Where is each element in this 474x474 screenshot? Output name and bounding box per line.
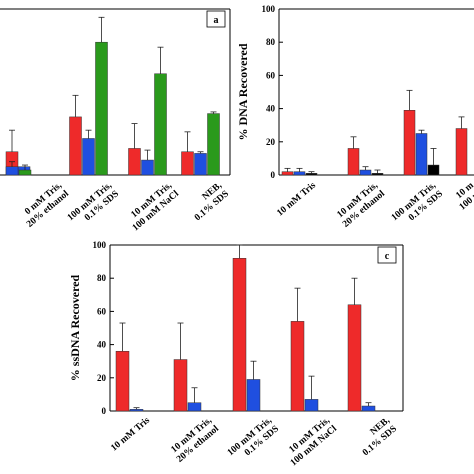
panel-b-category-label: 10 mM Tris xyxy=(275,180,318,218)
panel-b-bar-black xyxy=(305,173,318,176)
panel-c-letter: c xyxy=(385,251,390,262)
panel-b-category-label: 10 mM Tris,20% ethanol xyxy=(334,180,387,230)
panel-b-y-tick-label: 60 xyxy=(266,70,276,80)
panel-a-bar-green xyxy=(18,169,32,176)
panel-c-y-tick-label: 60 xyxy=(97,306,107,316)
panel-b-y-axis-label: % DNA Recovered xyxy=(236,43,250,140)
panel-b-bar-red xyxy=(347,148,360,176)
panel-a-bar-green xyxy=(154,73,167,176)
panel-b-bar-blue xyxy=(293,171,306,176)
panel-c-bar-red xyxy=(232,258,247,412)
panel-c-bar-blue xyxy=(361,405,376,412)
panel-b-bar-blue xyxy=(359,169,372,176)
panel-b-bar-blue xyxy=(415,133,428,176)
panel-c-bar-blue xyxy=(129,409,144,412)
panel-b-category-label: 100 mM Tris,0.1% SDS xyxy=(390,180,446,231)
panel-a-bar-blue xyxy=(5,166,19,176)
panel-b-bar-red xyxy=(403,110,416,176)
panel-c-category-label: NEB,0.1% SDS xyxy=(354,415,400,458)
panel-a-bar-blue xyxy=(141,159,154,176)
panel-c-category-label: 10 mM Tris,20% ethanol xyxy=(168,415,221,465)
panel-c-y-tick-label: 100 xyxy=(93,240,107,250)
panel-c-bar-red xyxy=(347,304,362,412)
panel-b-y-tick-label: 80 xyxy=(266,37,276,47)
panel-a-bar-blue xyxy=(82,138,95,176)
panel-b-bar-red xyxy=(455,128,468,176)
panel-b-y-tick-label: 20 xyxy=(266,137,276,147)
panel-a-category-label: 10 mM Tris,100 mM NaCl xyxy=(124,180,182,233)
panel-c-category-label: 10 mM Tris xyxy=(109,415,152,453)
panel-b-category-label: 10 m100 m xyxy=(451,181,474,213)
panel-c-y-axis-label: % ssDNA Recovered xyxy=(68,274,82,381)
panel-b-y-tick-label: 40 xyxy=(266,104,276,114)
panel-b-bar-black xyxy=(371,173,384,176)
panel-c-bar-blue xyxy=(246,379,261,412)
panel-b-bar-red xyxy=(281,171,294,176)
panel-a-bar-green xyxy=(95,41,108,176)
panel-a-category-label: NEB,0.1% SDS xyxy=(186,180,232,223)
panel-c-bar-red xyxy=(290,321,305,412)
panel-c-bar-blue xyxy=(304,399,319,412)
panel-b: % DNA Recovered 0 20 40 60 80 100 10 mM Tris 1… xyxy=(236,4,474,231)
panel-c-category-label: 100 mM Tris,0.1% SDS xyxy=(226,415,282,466)
panel-c-bar-blue xyxy=(187,402,202,412)
panel-a-bar-red xyxy=(128,148,141,176)
panel-c-y-tick-label: 40 xyxy=(97,340,107,350)
panel-c-bar-red xyxy=(115,350,130,412)
panel-a-letter: a xyxy=(214,15,219,26)
panel-c-letter-box xyxy=(377,246,397,264)
panel-b-bar-black xyxy=(427,164,440,176)
panel-c-bar-red xyxy=(173,359,188,412)
panel-a-category-label: 100 mM Tris,0.1% SDS xyxy=(66,180,122,231)
panel-a-bar-blue xyxy=(194,153,207,176)
panel-b-y-tick-label: 0 xyxy=(271,170,276,180)
panel-c-y-tick-label: 0 xyxy=(102,406,107,416)
panel-a-bar-green xyxy=(207,113,220,176)
panel-c-y-tick-label: 20 xyxy=(97,373,107,383)
panel-c-category-label: 10 mM Tris,100 mM NaCl xyxy=(282,415,340,468)
panel-b-y-tick-label: 100 xyxy=(262,4,276,14)
panel-c: c % ssDNA Recovered 0 20 40 60 80 100 10 mM T… xyxy=(68,240,404,468)
panel-a-letter-box xyxy=(206,10,226,28)
panel-a-bar-red xyxy=(181,151,194,176)
panel-c-y-tick-label: 80 xyxy=(97,273,107,283)
panel-a-category-label: 0 mM Tris,20% ethanol xyxy=(18,180,71,230)
panel-a-bar-red xyxy=(69,116,82,176)
